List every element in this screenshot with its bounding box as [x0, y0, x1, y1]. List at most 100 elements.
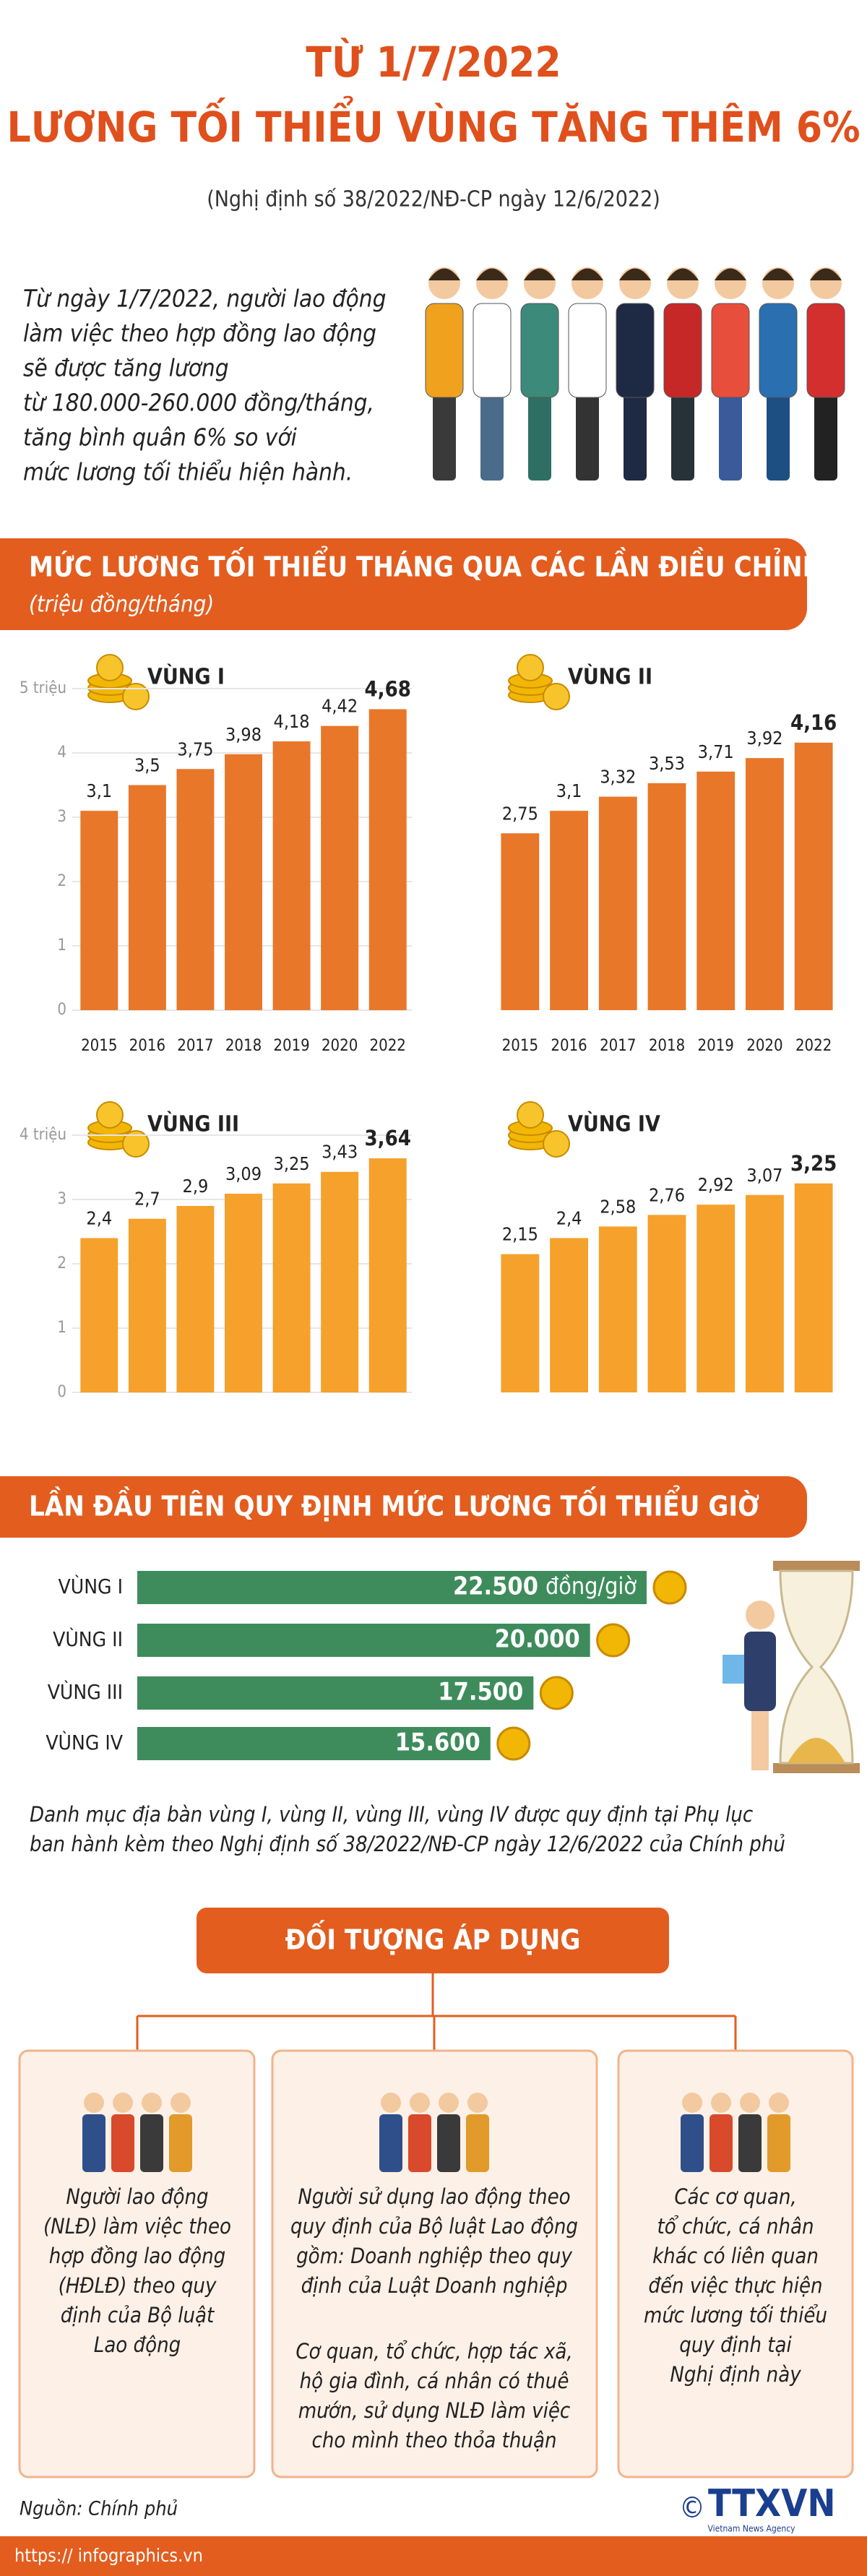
worker-figure: [711, 267, 750, 481]
coin: [539, 1676, 574, 1710]
x-tick-label: 2018: [225, 1037, 262, 1055]
worker-hair: [524, 268, 556, 280]
x-tick-label: 2018: [649, 1037, 685, 1055]
person-head: [142, 2093, 162, 2113]
x-tick-label: 2019: [698, 1037, 734, 1055]
chart-title: VÙNG I: [147, 663, 225, 690]
x-tick-label: 2015: [81, 1037, 117, 1055]
worker-hair: [428, 268, 460, 280]
person-body: [738, 2114, 762, 2172]
hourglass-glass: [779, 1569, 854, 1765]
person-body: [408, 2114, 431, 2172]
person-body: [767, 2114, 790, 2172]
bar: [598, 796, 637, 1010]
y-tick-label: 1: [57, 936, 66, 955]
category-label: VÙNG III: [48, 1679, 123, 1704]
url: https:// infographics.vn: [14, 2545, 203, 2566]
intro-line: từ 180.000-260.000 đồng/tháng,: [23, 389, 374, 417]
scope-text-line: hộ gia đình, cá nhân có thuê: [300, 2369, 569, 2393]
coin: [543, 683, 570, 710]
coin: [122, 1130, 150, 1158]
coin-icon: [508, 1101, 570, 1158]
y-tick-label: 3: [57, 1190, 66, 1208]
person-body: [437, 2114, 460, 2172]
worker-hair: [667, 268, 699, 280]
coin: [496, 1726, 531, 1761]
bar: [80, 811, 118, 1010]
bar: [128, 785, 166, 1010]
bar: [137, 1727, 491, 1760]
person-head: [84, 2093, 104, 2113]
coin: [652, 1570, 687, 1605]
woman-legs: [751, 1711, 769, 1770]
bar: [501, 833, 540, 1010]
section-unit: (triệu đồng/tháng): [29, 592, 214, 618]
title-line: LƯƠNG TỐI THIỂU VÙNG TĂNG THÊM 6%: [7, 95, 860, 152]
logo: TTXVN: [708, 2482, 835, 2525]
section-banner: [0, 1476, 807, 1538]
chart-title: VÙNG II: [568, 663, 652, 690]
person-head: [467, 2093, 488, 2113]
bar: [746, 758, 784, 1010]
scope-text-line: Nghị định này: [670, 2362, 801, 2387]
worker-hair: [619, 268, 651, 280]
unit-label: đồng/giờ: [545, 1572, 637, 1600]
section-banner: [0, 538, 807, 630]
x-tick-label: 2016: [551, 1037, 587, 1055]
worker-hair: [810, 268, 842, 280]
bar: [696, 771, 736, 1010]
person-body: [709, 2114, 733, 2172]
value-label: 2,76: [649, 1184, 685, 1205]
y-tick-label: 0: [57, 1383, 66, 1401]
worker-hair: [571, 268, 603, 280]
woman-head: [746, 1601, 775, 1629]
worker-hair: [476, 268, 508, 280]
category-label: VÙNG I: [59, 1574, 123, 1598]
worker-body: [520, 303, 559, 398]
intro-line: Từ ngày 1/7/2022, người lao động: [23, 285, 386, 313]
value-label: 3,43: [322, 1142, 358, 1163]
hourglass-sand: [788, 1738, 845, 1763]
intro-line: tăng bình quân 6% so với: [23, 423, 298, 452]
value-label: 2,7: [134, 1189, 160, 1210]
person-head: [711, 2093, 731, 2113]
bar: [176, 769, 215, 1010]
x-tick-label: 2016: [129, 1037, 165, 1055]
footer-bar: [0, 2536, 867, 2576]
worker-legs: [576, 383, 599, 481]
bar: [137, 1676, 534, 1710]
person-body: [82, 2114, 105, 2172]
y-tick-label: 4: [57, 744, 66, 762]
source: Nguồn: Chính phủ: [20, 2498, 178, 2520]
scope-text-line: Lao động: [94, 2332, 181, 2357]
value-label: 3,5: [134, 755, 160, 776]
worker-body: [711, 303, 750, 398]
value-label: 3,25: [790, 1151, 837, 1176]
hourglass-cap: [773, 1561, 860, 1571]
scope-text-line: gồm: Doanh nghiệp theo quy: [296, 2244, 572, 2268]
chart-title: VÙNG IV: [568, 1111, 660, 1137]
value-label: 2,15: [502, 1224, 538, 1245]
category-label: VÙNG II: [53, 1627, 123, 1651]
value-label: 17.500: [438, 1678, 523, 1707]
worker-legs: [528, 383, 551, 481]
x-tick-label: 2020: [322, 1037, 358, 1055]
worker-legs: [671, 383, 694, 481]
value-label: 3,92: [746, 728, 782, 749]
bar: [225, 1193, 262, 1392]
scope-text-line: mướn, sử dụng NLĐ làm việc: [298, 2398, 571, 2423]
worker-figure: [616, 267, 655, 481]
bar: [137, 1571, 647, 1604]
scope-text-line: Các cơ quan,: [674, 2184, 796, 2209]
bar: [225, 754, 262, 1010]
worker-legs: [624, 383, 647, 481]
person-body: [169, 2114, 192, 2172]
scope-text-line: mức lương tối thiểu: [644, 2303, 827, 2327]
logo-sub: Vietnam News Agency: [707, 2524, 795, 2534]
person-body: [111, 2114, 134, 2172]
person-head: [769, 2093, 789, 2113]
bar: [794, 1183, 833, 1392]
bar: [746, 1194, 784, 1392]
x-tick-label: 2019: [273, 1037, 309, 1055]
